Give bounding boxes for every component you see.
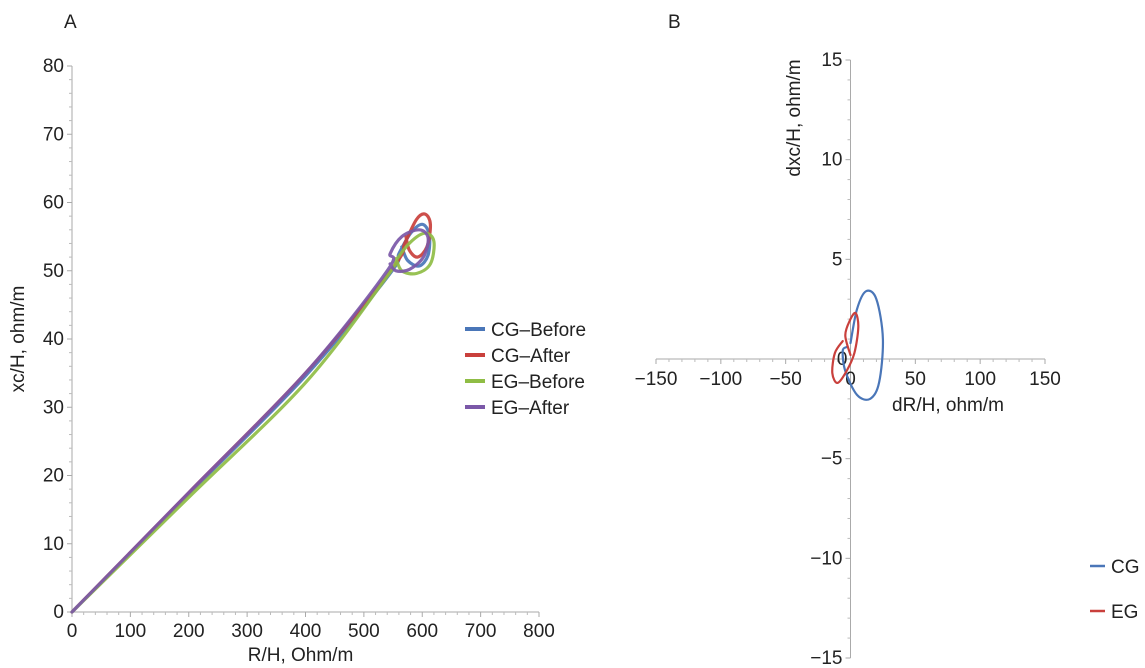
legend-label-b: EG (1111, 602, 1138, 623)
x-tick-label-a: 200 (173, 621, 205, 642)
y-tick-label-a: 0 (53, 602, 64, 623)
y-tick-label-b: 5 (832, 249, 843, 270)
y-tick-label-b: 15 (821, 50, 842, 71)
legend-label-a: CG–After (491, 346, 571, 367)
y-tick-label-a: 10 (43, 534, 64, 555)
legend-label-a: EG–After (491, 398, 570, 419)
x-tick-label-b: −100 (699, 369, 742, 390)
y-tick-label-a: 50 (43, 261, 64, 282)
y-tick-label-a: 40 (43, 329, 64, 350)
x-tick-label-b: 50 (905, 369, 926, 390)
legend-label-a: EG–Before (491, 372, 585, 393)
x-tick-label-b: 0 (845, 369, 856, 390)
x-tick-label-a: 700 (465, 621, 497, 642)
x-tick-label-b: 100 (964, 369, 996, 390)
x-tick-label-a: 300 (231, 621, 263, 642)
y-tick-label-a: 20 (43, 466, 64, 487)
y-tick-label-b: 10 (821, 150, 842, 171)
x-tick-label-b: 150 (1029, 369, 1061, 390)
x-axis-label-b: dR/H, ohm/m (892, 395, 1004, 416)
x-tick-label-a: 500 (348, 621, 380, 642)
series-line-b (841, 289, 885, 401)
x-tick-label-b: −50 (770, 369, 802, 390)
x-tick-label-a: 0 (67, 621, 78, 642)
y-tick-label-a: 70 (43, 124, 64, 145)
panel-label-b: B (668, 12, 681, 33)
series-line-b (831, 311, 860, 384)
panel-label-a: A (64, 12, 77, 33)
y-axis-label-b: dxc/H, ohm/m (784, 59, 805, 176)
x-tick-label-a: 600 (406, 621, 438, 642)
x-tick-label-b: −150 (635, 369, 678, 390)
y-tick-label-b: −10 (810, 548, 842, 569)
y-tick-label-a: 80 (43, 56, 64, 77)
x-tick-label-a: 100 (115, 621, 147, 642)
chart-a: 0 100 200 300 400 500 600 700 800 0 10 20 30 40 50 60 70… (8, 56, 586, 666)
series-line-a (70, 212, 433, 614)
y-axis-label-a: xc/H, ohm/m (8, 286, 29, 393)
legend-label-a: CG–Before (491, 320, 586, 341)
series-line-a (70, 222, 432, 614)
series-line-a (70, 231, 436, 614)
y-tick-label-a: 60 (43, 193, 64, 214)
legend-label-b: CG (1111, 557, 1140, 578)
y-tick-label-b: −15 (810, 648, 842, 668)
chart-b: −150 −100 −50 0 50 100 150−15−10−5051015dR/H, … (635, 50, 1140, 668)
x-axis-label-a: R/H, Ohm/m (248, 645, 354, 666)
x-tick-label-a: 800 (523, 621, 555, 642)
x-tick-label-a: 400 (290, 621, 322, 642)
y-tick-label-a: 30 (43, 397, 64, 418)
series-line-a (70, 228, 430, 614)
y-tick-label-b: −5 (821, 449, 843, 470)
